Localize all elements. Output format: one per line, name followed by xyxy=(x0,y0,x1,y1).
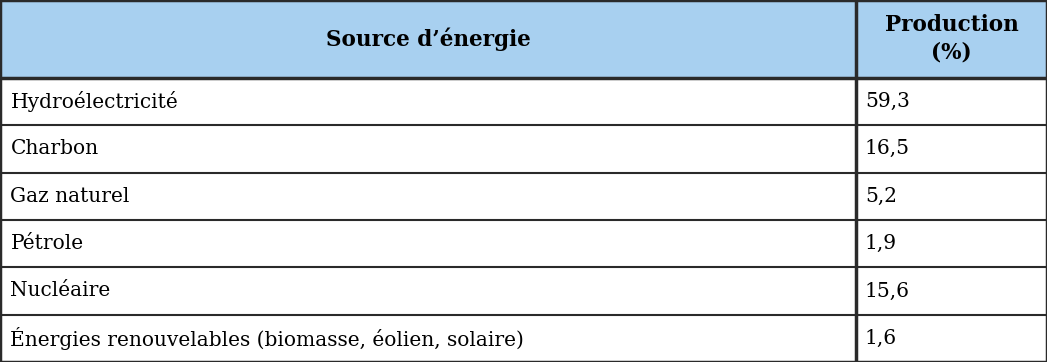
Text: 1,9: 1,9 xyxy=(865,234,897,253)
Text: 1,6: 1,6 xyxy=(865,329,897,348)
Bar xyxy=(0,267,1047,315)
Bar xyxy=(0,78,1047,125)
Text: Nucléaire: Nucléaire xyxy=(10,282,111,300)
Text: Gaz naturel: Gaz naturel xyxy=(10,187,130,206)
Text: Charbon: Charbon xyxy=(10,139,98,158)
Text: 16,5: 16,5 xyxy=(865,139,910,158)
Bar xyxy=(0,220,1047,267)
Text: Source d’énergie: Source d’énergie xyxy=(326,27,531,51)
Text: Pétrole: Pétrole xyxy=(10,234,84,253)
Text: 59,3: 59,3 xyxy=(865,92,910,111)
Bar xyxy=(0,315,1047,362)
Text: Énergies renouvelables (biomasse, éolien, solaire): Énergies renouvelables (biomasse, éolien… xyxy=(10,327,525,350)
Text: 5,2: 5,2 xyxy=(865,187,897,206)
Bar xyxy=(0,173,1047,220)
Text: Hydroélectricité: Hydroélectricité xyxy=(10,91,178,112)
Text: 15,6: 15,6 xyxy=(865,282,910,300)
Bar xyxy=(0,125,1047,173)
Text: Production
(%): Production (%) xyxy=(885,14,1019,63)
Bar xyxy=(0,0,1047,78)
